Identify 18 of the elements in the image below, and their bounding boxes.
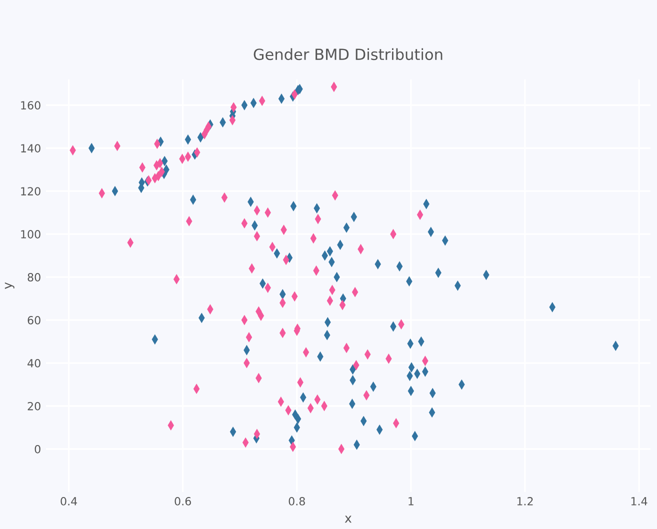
chart-title: Gender BMD Distribution xyxy=(254,48,442,60)
y-axis-title: y xyxy=(4,282,14,289)
y-tick-label: 40 xyxy=(28,359,40,368)
x-tick-label: 0.6 xyxy=(174,497,191,506)
y-tick-label: 100 xyxy=(21,230,40,238)
y-tick-label: 140 xyxy=(21,144,40,152)
y-tick-label: 0 xyxy=(34,444,40,454)
x-tick-label: 1.2 xyxy=(517,497,533,506)
x-axis-title: x xyxy=(344,516,352,523)
x-tick-label: 1 xyxy=(408,497,414,506)
y-tick-label: 20 xyxy=(28,402,40,410)
y-tick-label: 160 xyxy=(21,101,40,110)
y-tick-label: 60 xyxy=(28,316,40,324)
x-tick-label: 0.4 xyxy=(60,497,78,506)
y-tick-label: 120 xyxy=(21,187,40,196)
y-tick-label: 80 xyxy=(28,273,40,282)
x-tick-label: 0.8 xyxy=(288,497,305,506)
x-tick-label: 1.4 xyxy=(631,497,648,506)
